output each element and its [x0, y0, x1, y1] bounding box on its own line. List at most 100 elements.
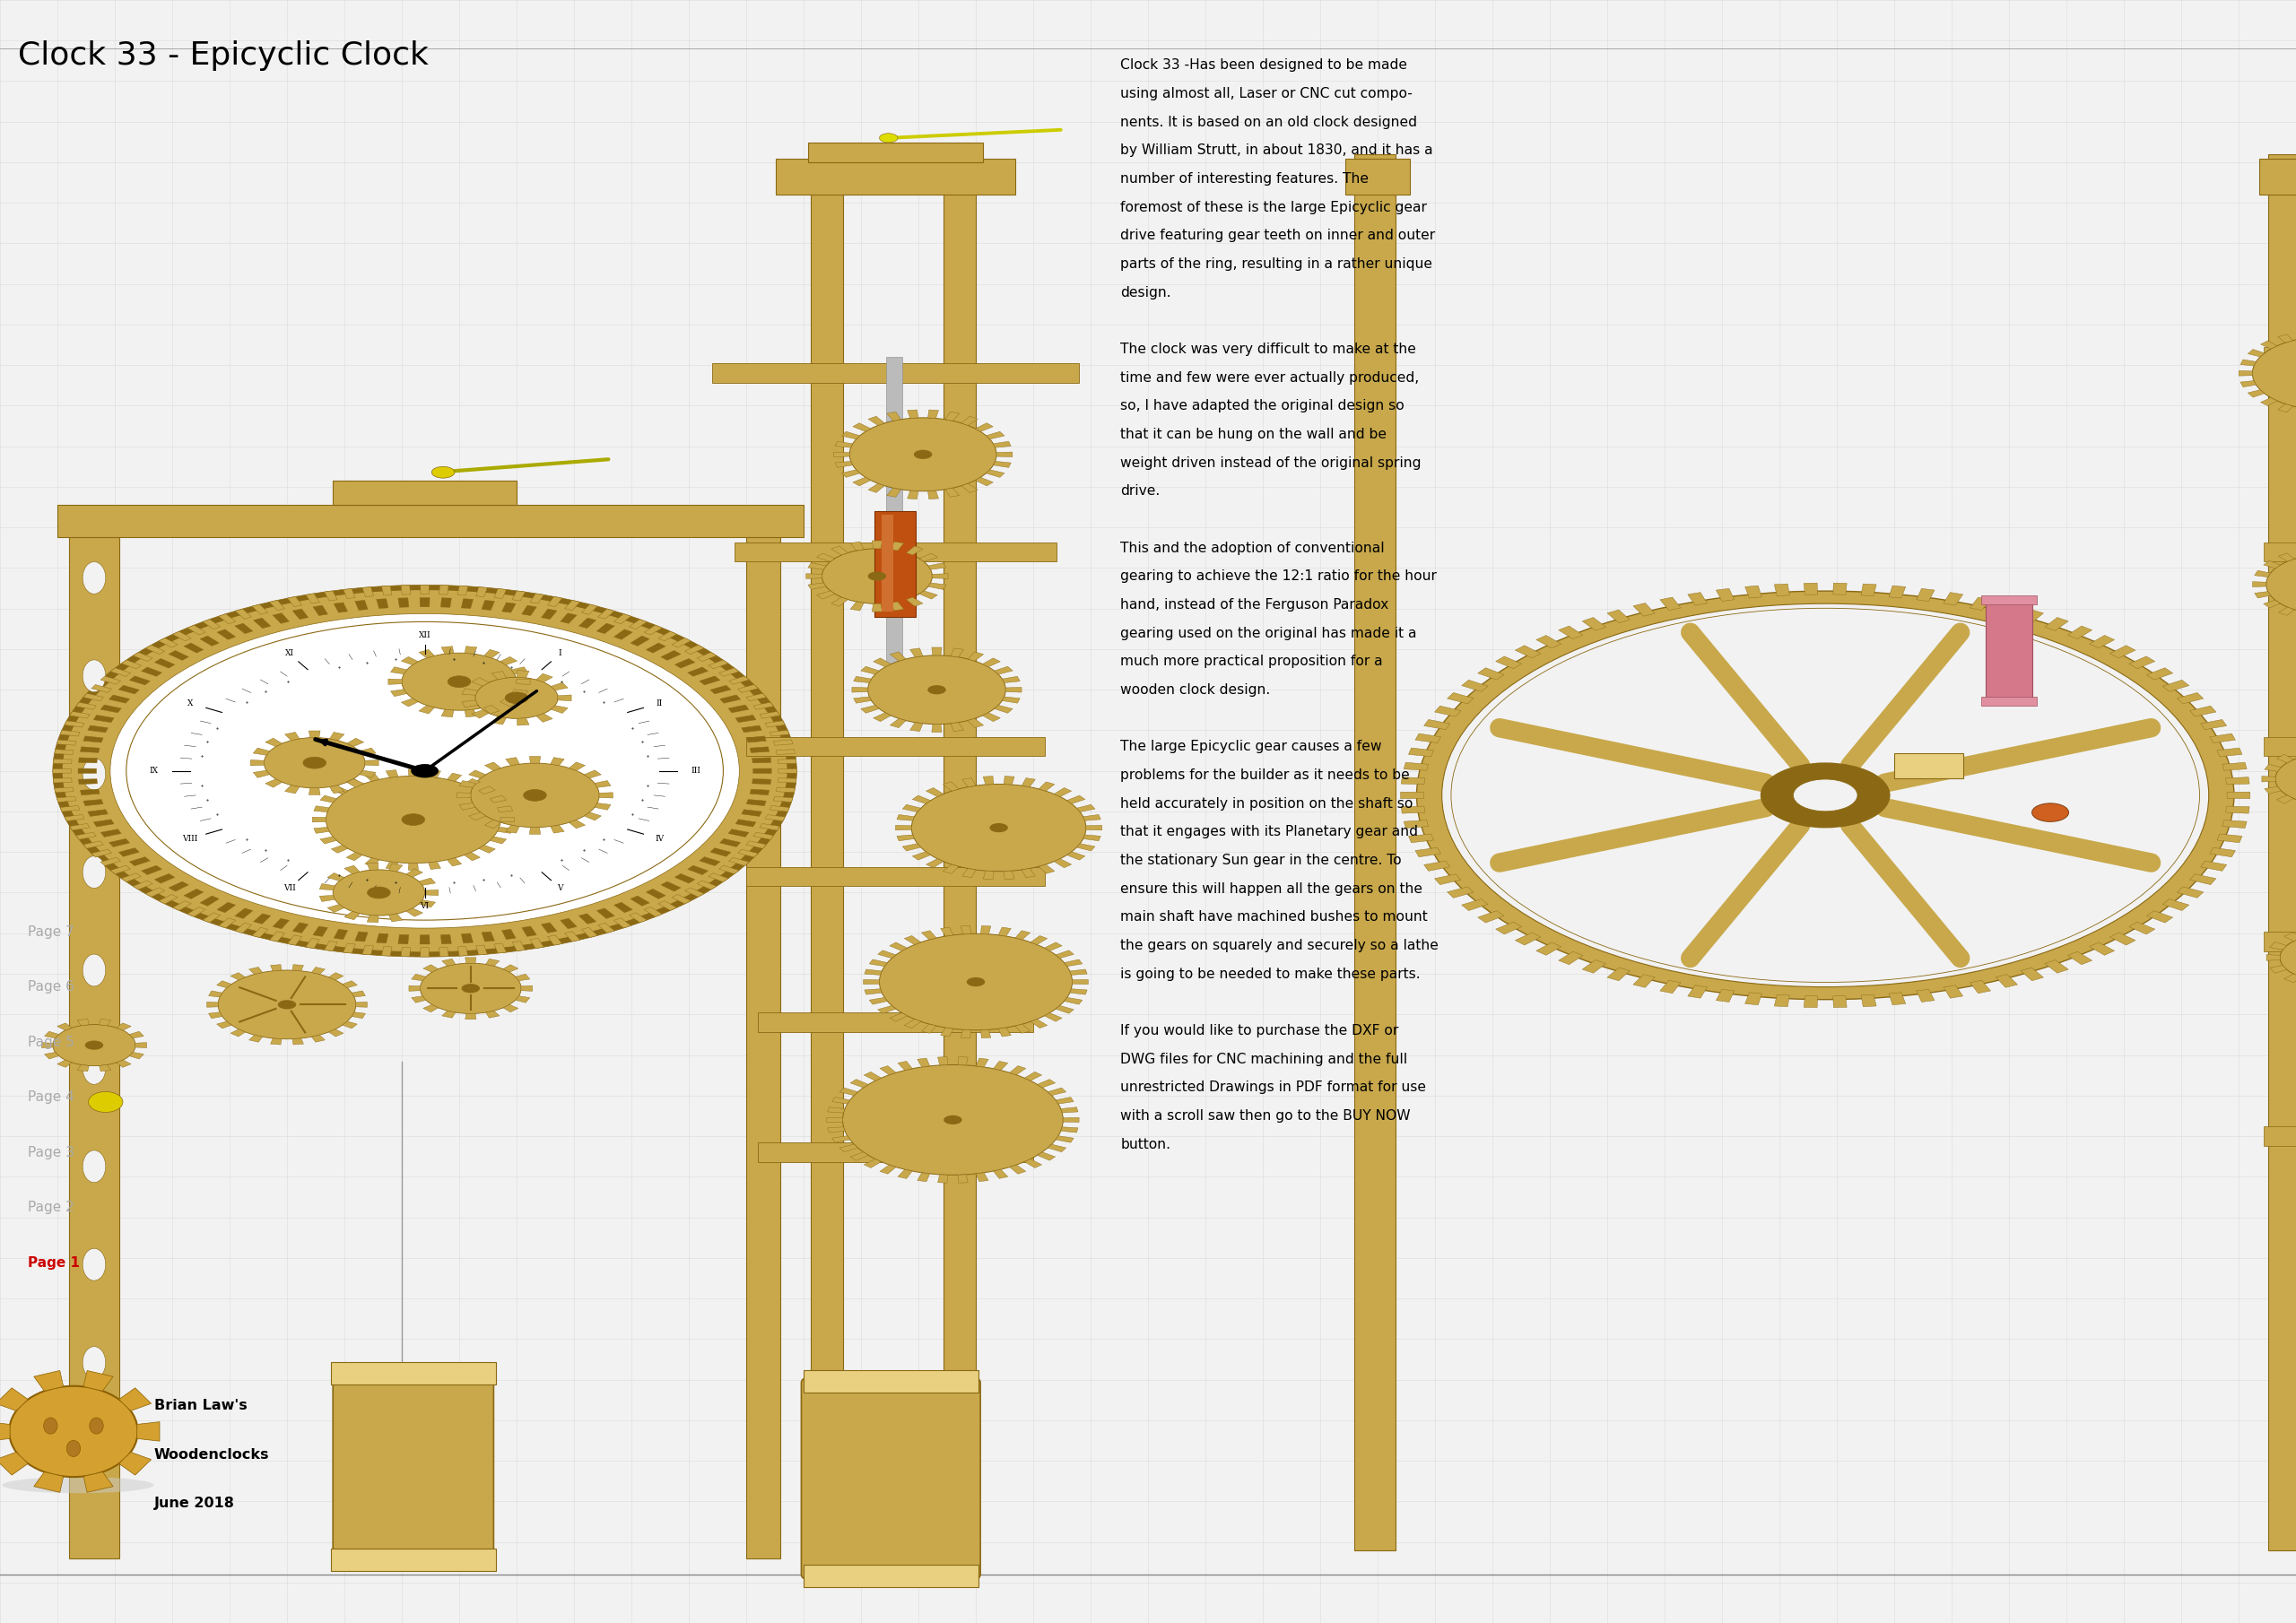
Ellipse shape: [333, 870, 425, 915]
Ellipse shape: [912, 784, 1086, 872]
Bar: [2268, 154, 2296, 1550]
Bar: [1981, 696, 2037, 706]
Bar: [331, 1548, 496, 1571]
Bar: [1981, 596, 2037, 605]
Bar: [2259, 159, 2296, 195]
Text: II: II: [657, 700, 664, 708]
Text: Page 6: Page 6: [28, 980, 73, 993]
Ellipse shape: [85, 1040, 103, 1050]
Bar: [69, 513, 119, 1558]
Text: the gears on squarely and securely so a lathe: the gears on squarely and securely so a …: [1120, 940, 1440, 953]
Text: VII: VII: [282, 885, 296, 893]
Bar: [2264, 347, 2296, 367]
Ellipse shape: [879, 933, 1072, 1031]
Ellipse shape: [83, 954, 106, 987]
Bar: [1345, 159, 1410, 195]
Text: Clock 33 - Epicyclic Clock: Clock 33 - Epicyclic Clock: [18, 41, 429, 71]
Ellipse shape: [2032, 803, 2069, 821]
Text: Page 5: Page 5: [28, 1035, 73, 1048]
Ellipse shape: [83, 661, 106, 691]
Text: that it engages with its Planetary gear and: that it engages with its Planetary gear …: [1120, 826, 1419, 839]
Text: foremost of these is the large Epicyclic gear: foremost of these is the large Epicyclic…: [1120, 201, 1428, 214]
Ellipse shape: [110, 613, 739, 928]
Ellipse shape: [2275, 753, 2296, 805]
Polygon shape: [119, 1388, 152, 1410]
Bar: [944, 187, 976, 1388]
Ellipse shape: [303, 756, 326, 769]
Ellipse shape: [90, 1419, 103, 1435]
Bar: [2264, 737, 2296, 756]
Polygon shape: [34, 1472, 64, 1493]
Ellipse shape: [822, 549, 932, 604]
Bar: [758, 1143, 1033, 1162]
Polygon shape: [0, 1388, 28, 1410]
Ellipse shape: [448, 675, 471, 688]
Ellipse shape: [990, 823, 1008, 833]
Text: problems for the builder as it needs to be: problems for the builder as it needs to …: [1120, 769, 1410, 782]
Text: Brian Law's: Brian Law's: [154, 1399, 248, 1412]
Text: design.: design.: [1120, 286, 1171, 299]
Bar: [810, 187, 843, 1388]
Text: I: I: [558, 649, 563, 657]
Ellipse shape: [62, 589, 788, 953]
Text: X: X: [188, 700, 193, 708]
Bar: [804, 1565, 978, 1587]
FancyBboxPatch shape: [801, 1378, 980, 1579]
Text: that it can be hung on the wall and be: that it can be hung on the wall and be: [1120, 428, 1387, 441]
Bar: [331, 1362, 496, 1384]
Text: much more practical proposition for a: much more practical proposition for a: [1120, 656, 1382, 669]
Polygon shape: [83, 1370, 113, 1391]
Ellipse shape: [471, 763, 599, 828]
Text: DWG files for CNC machining and the full: DWG files for CNC machining and the full: [1120, 1053, 1407, 1066]
Text: Page 7: Page 7: [28, 925, 73, 938]
Polygon shape: [0, 1422, 9, 1441]
Text: gearing to achieve the 12:1 ratio for the hour: gearing to achieve the 12:1 ratio for th…: [1120, 570, 1437, 583]
Text: Page 1: Page 1: [28, 1256, 80, 1269]
Ellipse shape: [1442, 604, 2209, 987]
Ellipse shape: [402, 652, 517, 711]
Ellipse shape: [2252, 336, 2296, 411]
Text: by William Strutt, in about 1830, and it has a: by William Strutt, in about 1830, and it…: [1120, 144, 1433, 157]
Text: III: III: [691, 768, 700, 774]
Text: Page 4: Page 4: [28, 1091, 73, 1104]
Ellipse shape: [461, 984, 480, 993]
FancyBboxPatch shape: [333, 1367, 494, 1563]
Text: parts of the ring, resulting in a rather unique: parts of the ring, resulting in a rather…: [1120, 258, 1433, 271]
Bar: [2264, 542, 2296, 562]
Ellipse shape: [2280, 935, 2296, 980]
Text: IX: IX: [149, 768, 158, 774]
Text: XII: XII: [418, 631, 432, 639]
Polygon shape: [0, 1453, 28, 1475]
Text: nents. It is based on an old clock designed: nents. It is based on an old clock desig…: [1120, 115, 1417, 128]
Bar: [746, 513, 781, 1558]
Ellipse shape: [83, 1248, 106, 1281]
Bar: [746, 867, 1045, 886]
Polygon shape: [119, 1453, 152, 1475]
Ellipse shape: [505, 691, 528, 704]
Ellipse shape: [367, 886, 390, 899]
Text: wooden clock design.: wooden clock design.: [1120, 683, 1270, 696]
Polygon shape: [34, 1370, 64, 1391]
Ellipse shape: [83, 1052, 106, 1084]
Ellipse shape: [843, 1065, 1063, 1175]
Text: main shaft have machined bushes to mount: main shaft have machined bushes to mount: [1120, 911, 1428, 923]
Bar: [57, 505, 804, 537]
Ellipse shape: [868, 571, 886, 581]
Ellipse shape: [53, 584, 797, 958]
Text: so, I have adapted the original design so: so, I have adapted the original design s…: [1120, 399, 1405, 412]
Ellipse shape: [87, 1092, 122, 1112]
Ellipse shape: [967, 977, 985, 987]
Bar: [875, 511, 916, 617]
Text: the stationary Sun gear in the centre. To: the stationary Sun gear in the centre. T…: [1120, 854, 1403, 867]
Text: Clock 33 -Has been designed to be made: Clock 33 -Has been designed to be made: [1120, 58, 1407, 71]
Bar: [1986, 602, 2032, 703]
Text: The clock was very difficult to make at the: The clock was very difficult to make at …: [1120, 342, 1417, 355]
Ellipse shape: [402, 813, 425, 826]
Ellipse shape: [83, 1444, 106, 1477]
Text: drive.: drive.: [1120, 484, 1159, 498]
Bar: [776, 159, 1015, 195]
Text: VI: VI: [420, 902, 429, 911]
Text: The large Epicyclic gear causes a few: The large Epicyclic gear causes a few: [1120, 740, 1382, 753]
Ellipse shape: [944, 1115, 962, 1125]
Ellipse shape: [914, 450, 932, 459]
